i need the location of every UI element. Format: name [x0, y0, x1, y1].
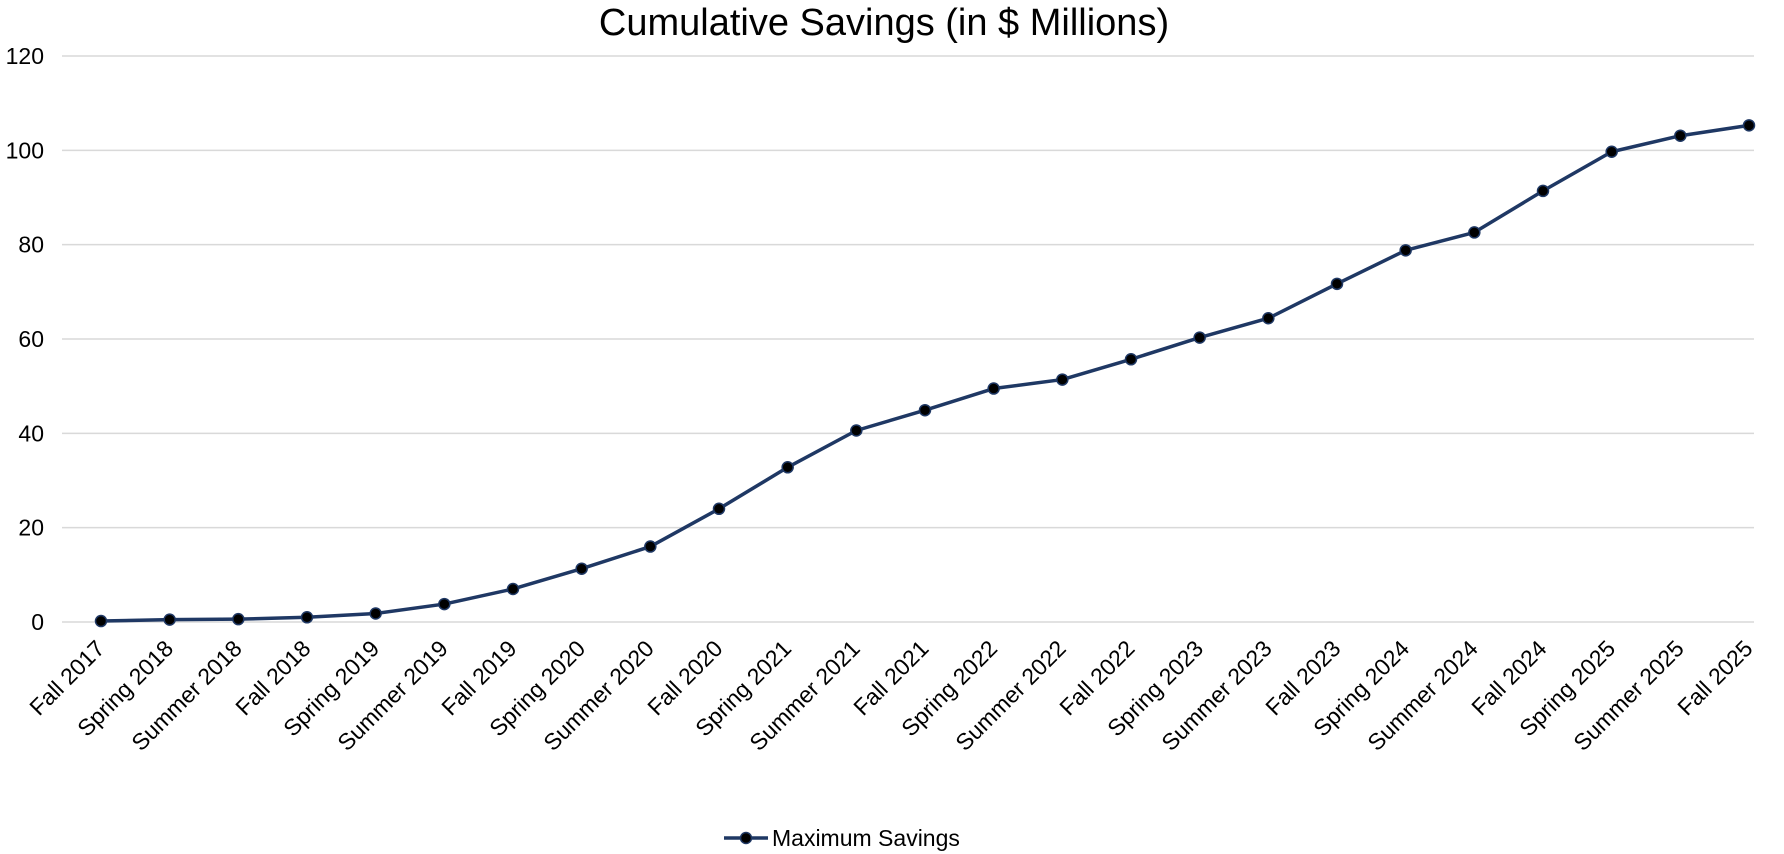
y-tick-label: 40 [18, 420, 44, 446]
series-line-0 [99, 123, 1751, 623]
data-point [1330, 277, 1344, 291]
data-point [94, 614, 108, 628]
data-point [987, 382, 1000, 395]
legend-marker-icon [739, 831, 753, 845]
legend-label: Maximum Savings [772, 825, 960, 851]
data-point [1468, 226, 1481, 239]
x-tick-label: Fall 2025 [1672, 635, 1757, 720]
y-tick-label: 100 [6, 137, 44, 163]
data-point [1193, 331, 1206, 344]
legend: Maximum Savings [724, 825, 960, 851]
data-point [712, 502, 726, 516]
data-point [850, 424, 863, 437]
data-point [163, 613, 176, 626]
data-point [300, 611, 314, 624]
data-point [506, 582, 520, 596]
y-tick-label: 20 [18, 515, 44, 541]
series-layer [94, 119, 1756, 628]
data-point [1536, 184, 1550, 198]
data-point [1674, 129, 1687, 142]
data-point [1124, 353, 1138, 366]
gridlines [62, 55, 1754, 623]
data-point [1742, 119, 1756, 132]
y-tick-label: 0 [31, 609, 44, 635]
data-point [438, 597, 451, 611]
data-point [781, 461, 794, 474]
y-axis-ticks: 0 20 40 60 80 100 120 [6, 43, 44, 635]
data-point [1056, 373, 1069, 386]
data-point [232, 612, 245, 626]
data-point [369, 607, 382, 620]
data-point [918, 403, 932, 417]
data-point [1399, 244, 1412, 257]
y-tick-label: 120 [6, 43, 44, 69]
y-tick-label: 80 [18, 232, 44, 258]
data-point [1605, 145, 1618, 158]
data-point [644, 540, 657, 553]
data-point [1262, 311, 1275, 325]
data-point [575, 562, 588, 575]
chart-title: Cumulative Savings (in $ Millions) [599, 2, 1169, 44]
y-tick-label: 60 [18, 326, 44, 352]
